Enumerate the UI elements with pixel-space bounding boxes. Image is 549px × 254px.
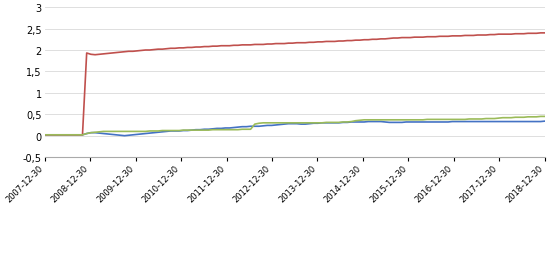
Dow Jones bbox=[323, 122, 329, 125]
Nyse bbox=[319, 122, 326, 125]
Nasdaq bbox=[176, 47, 182, 50]
Dow Jones bbox=[529, 121, 535, 124]
Nasdaq bbox=[436, 36, 443, 39]
Dow Jones bbox=[180, 130, 187, 133]
Nyse bbox=[41, 134, 48, 137]
Nyse bbox=[386, 119, 393, 122]
Nyse bbox=[176, 130, 182, 133]
Nyse bbox=[537, 115, 544, 118]
Dow Jones bbox=[41, 134, 48, 137]
Dow Jones bbox=[390, 121, 397, 124]
Nasdaq bbox=[541, 32, 548, 35]
Line: Dow Jones: Dow Jones bbox=[44, 122, 545, 136]
Nasdaq bbox=[319, 41, 326, 44]
Nasdaq bbox=[386, 38, 393, 41]
Dow Jones bbox=[121, 135, 128, 138]
Nasdaq bbox=[147, 49, 153, 52]
Dow Jones bbox=[541, 120, 548, 123]
Nyse bbox=[541, 115, 548, 118]
Line: Nyse: Nyse bbox=[44, 117, 545, 135]
Dow Jones bbox=[441, 121, 447, 124]
Nasdaq bbox=[41, 134, 48, 137]
Nyse bbox=[525, 116, 531, 119]
Legend: Dow Jones, Nasdaq, Nyse: Dow Jones, Nasdaq, Nyse bbox=[177, 249, 412, 254]
Nasdaq bbox=[525, 33, 531, 36]
Nyse bbox=[147, 130, 153, 133]
Line: Nasdaq: Nasdaq bbox=[44, 34, 545, 135]
Nasdaq bbox=[537, 32, 544, 35]
Dow Jones bbox=[150, 132, 157, 135]
Nyse bbox=[436, 118, 443, 121]
